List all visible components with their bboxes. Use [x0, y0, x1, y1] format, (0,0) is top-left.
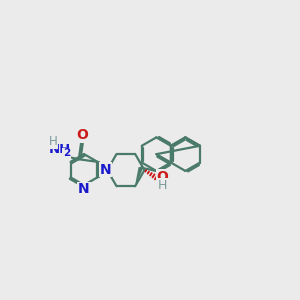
- Text: NH: NH: [48, 143, 70, 156]
- Text: O: O: [76, 128, 88, 142]
- Text: O: O: [157, 170, 169, 184]
- Text: N: N: [99, 163, 111, 177]
- Text: 2: 2: [63, 148, 70, 158]
- Polygon shape: [135, 167, 143, 186]
- Text: H: H: [158, 179, 167, 192]
- Text: H: H: [49, 135, 57, 148]
- Text: N: N: [78, 182, 90, 196]
